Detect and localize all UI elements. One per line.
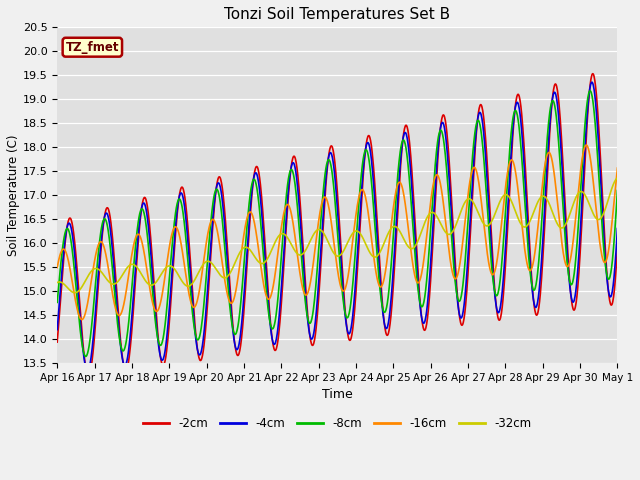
-4cm <box>241 280 249 286</box>
-8cm <box>425 254 433 260</box>
-8cm <box>586 88 594 94</box>
Text: TZ_fmet: TZ_fmet <box>65 41 119 54</box>
-4cm <box>614 226 621 231</box>
Title: Tonzi Soil Temperatures Set B: Tonzi Soil Temperatures Set B <box>224 7 451 22</box>
-32cm <box>614 175 621 181</box>
-2cm <box>547 108 555 114</box>
-16cm <box>53 264 61 270</box>
-2cm <box>425 304 433 310</box>
-4cm <box>498 293 506 299</box>
-4cm <box>164 315 172 321</box>
-8cm <box>82 354 90 360</box>
-16cm <box>547 154 555 160</box>
Y-axis label: Soil Temperature (C): Soil Temperature (C) <box>7 134 20 256</box>
-16cm <box>241 226 249 231</box>
-2cm <box>164 329 172 335</box>
-8cm <box>164 286 172 291</box>
-2cm <box>614 245 621 251</box>
Legend: -2cm, -4cm, -8cm, -16cm, -32cm: -2cm, -4cm, -8cm, -16cm, -32cm <box>139 413 536 435</box>
Line: -32cm: -32cm <box>57 178 618 293</box>
-4cm <box>588 79 596 85</box>
-2cm <box>589 71 596 77</box>
-4cm <box>84 368 92 373</box>
-8cm <box>547 101 555 107</box>
-2cm <box>241 295 249 301</box>
-32cm <box>179 278 186 284</box>
-16cm <box>614 165 621 171</box>
-16cm <box>78 317 86 323</box>
-8cm <box>498 260 506 266</box>
Line: -4cm: -4cm <box>57 82 618 371</box>
-32cm <box>164 263 172 269</box>
Line: -8cm: -8cm <box>57 91 618 357</box>
-2cm <box>53 339 61 345</box>
Line: -16cm: -16cm <box>57 145 618 320</box>
Line: -2cm: -2cm <box>57 74 618 376</box>
-8cm <box>614 188 621 193</box>
-8cm <box>179 204 186 210</box>
-16cm <box>179 247 186 253</box>
-8cm <box>53 300 61 305</box>
-16cm <box>425 216 433 221</box>
-4cm <box>425 288 433 294</box>
-8cm <box>241 251 249 256</box>
-4cm <box>53 327 61 333</box>
-32cm <box>241 244 249 250</box>
-16cm <box>164 249 172 255</box>
-4cm <box>179 192 186 197</box>
-2cm <box>84 373 92 379</box>
-32cm <box>53 280 61 286</box>
-4cm <box>547 105 555 111</box>
-2cm <box>498 308 506 313</box>
-16cm <box>582 142 590 148</box>
-16cm <box>498 218 506 224</box>
-32cm <box>547 206 555 212</box>
-32cm <box>71 290 79 296</box>
-32cm <box>498 195 506 201</box>
X-axis label: Time: Time <box>322 388 353 401</box>
-2cm <box>179 184 186 190</box>
-32cm <box>425 212 433 218</box>
